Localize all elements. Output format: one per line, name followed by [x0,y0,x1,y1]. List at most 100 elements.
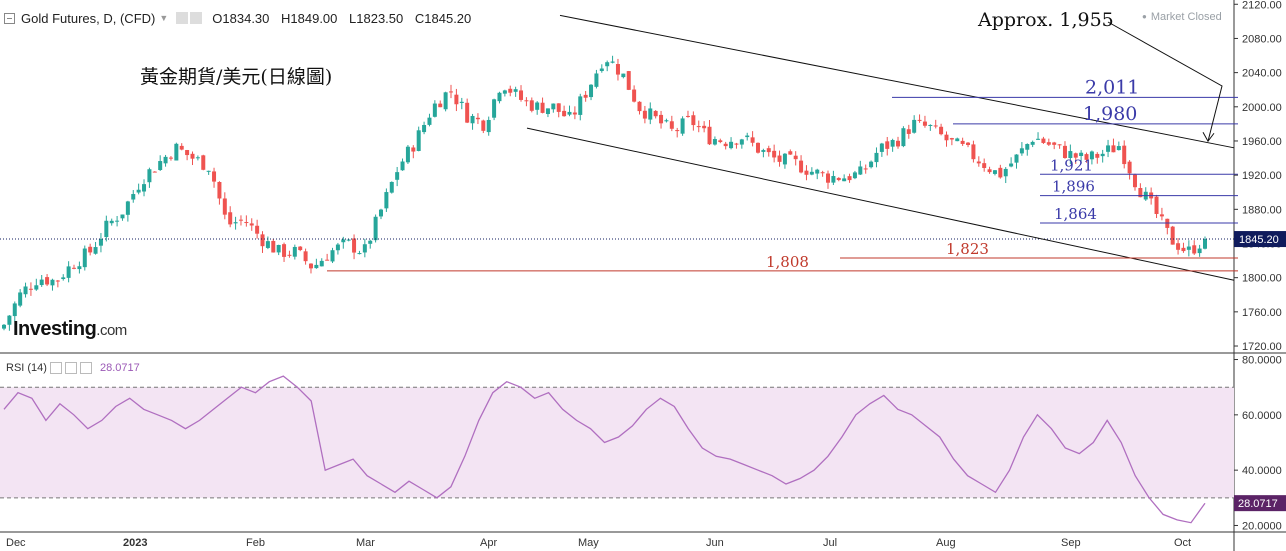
candle-up [610,61,615,63]
symbol-name[interactable]: Gold Futures, D, (CFD) [21,10,156,26]
candle-down [777,155,782,162]
candle-up [739,139,744,145]
candle-up [680,118,685,134]
time-tick-label: Jun [706,537,724,549]
candle-up [815,169,820,174]
candle-up [1203,239,1207,249]
high-value: H1849.00 [281,10,338,26]
gear-icon[interactable] [64,362,77,374]
candle-up [545,108,550,115]
candle-up [292,246,297,257]
candle-down [508,88,513,93]
candle-down [255,225,260,234]
candle-up [1019,148,1024,154]
level-label: 1,896 [1052,178,1095,196]
candle-down [788,151,793,155]
candle-down [524,100,529,102]
candle-down [626,71,631,90]
candle-up [901,128,906,147]
channel-lower-line [526,127,1235,281]
candle-up [341,239,346,243]
rsi-legend-header[interactable]: RSI (14) 28.0717 [6,362,140,374]
channel-upper-line [559,14,1235,149]
candle-up [1036,138,1041,140]
candle-down [637,101,642,112]
candle-down [238,219,243,221]
time-axis[interactable]: Dec 2023 Feb Mar Apr May Jun Jul Aug Sep Oct [6,537,1191,549]
candle-down [718,140,723,143]
candle-down [1176,243,1181,250]
candle-up [1197,248,1202,254]
level-label: 1,980 [1083,103,1137,125]
eye-icon[interactable] [176,12,189,24]
candle-down [863,168,868,170]
candle-down [465,102,470,123]
candle-down [303,251,308,262]
market-status: Market Closed [1142,11,1222,23]
price-axis[interactable]: 1720.001760.001800.001840.001880.001920.… [1234,0,1286,532]
candle-down [325,259,330,261]
candle-up [712,139,717,145]
candle-up [7,315,12,325]
collapse-icon[interactable] [4,12,15,24]
candle-up [1089,151,1094,160]
candle-down [804,170,809,175]
candle-up [174,143,179,161]
rsi-value: 28.0717 [99,362,140,374]
candle-down [987,169,992,173]
candle-down [939,126,944,135]
candle-up [858,166,863,175]
candle-down [529,100,534,111]
candle-up [18,292,23,306]
candle-up [120,214,125,219]
candle-down [454,94,459,105]
time-tick-label: Oct [1174,537,1191,549]
time-tick-label: Sep [1061,537,1081,549]
candle-down [556,103,561,112]
last-price-tag [1234,231,1286,248]
candle-up [422,124,427,133]
price-tick-label: 1720.00 [1242,341,1282,353]
chevron-down-icon[interactable]: ▼ [159,13,169,23]
price-tick-label: 1960.00 [1242,136,1282,148]
rsi-tick-label: 80.0000 [1242,355,1282,367]
candle-down [653,110,658,117]
candle-up [136,189,141,193]
candle-up [346,239,351,241]
candle-up [1106,145,1111,152]
candle-up [729,141,734,149]
candle-down [212,171,217,182]
candle-down [1127,161,1132,174]
gear-icon[interactable] [190,12,203,24]
candle-down [411,147,416,152]
candle-up [1116,146,1121,151]
candle-down [1095,153,1100,158]
candle-down [244,222,249,224]
candle-down [475,117,480,120]
candle-down [298,246,303,251]
candle-up [955,138,960,142]
rsi-label: RSI (14) [6,362,47,374]
candle-up [594,73,599,87]
candle-up [104,220,109,238]
candle-up [513,89,518,92]
level-labels: 2,011 1,980 1,921 1,896 1,864 1,823 1,808 Appro… [766,9,1223,271]
candle-up [416,130,421,151]
price-tick-label: 2040.00 [1242,68,1282,80]
time-tick-label: May [578,537,599,549]
candle-down [45,277,50,285]
candle-up [869,161,874,168]
candle-up [842,178,847,182]
rsi-tick-label: 20.0000 [1242,520,1282,532]
close-icon[interactable] [79,362,92,374]
candle-up [50,279,55,286]
eye-icon[interactable] [49,362,62,374]
candle-up [2,324,6,329]
candle-down [896,140,901,147]
candle-down [675,130,680,132]
chart-legend-header[interactable]: Gold Futures, D, (CFD) ▼ O1834.30 H1849.… [4,8,479,28]
candle-up [648,108,653,120]
candle-up [147,169,152,183]
candle-down [287,254,292,256]
